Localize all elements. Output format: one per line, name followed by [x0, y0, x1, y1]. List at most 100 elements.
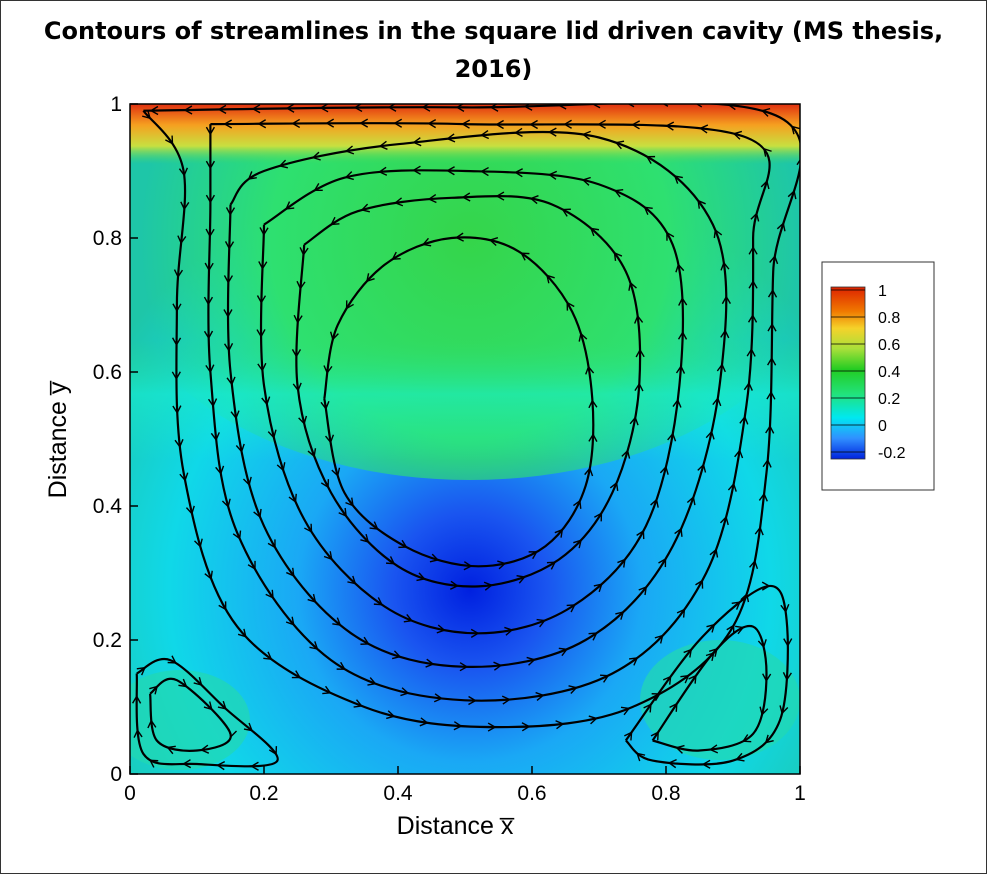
- streamline-arrow: [548, 127, 557, 137]
- x-tick-label: 0.2: [249, 782, 278, 805]
- streamline-arrow: [762, 673, 772, 682]
- streamline-corner-bl-outer: [135, 657, 279, 768]
- streamline-arrow: [634, 383, 644, 392]
- streamline-arrow: [588, 400, 598, 409]
- streamline-arrow: [566, 301, 575, 311]
- streamline-arrow: [459, 662, 468, 672]
- streamline-arrow: [578, 333, 588, 342]
- streamline-arrow: [546, 274, 555, 284]
- streamline-arrow: [292, 382, 302, 391]
- streamline-arrow: [322, 685, 331, 695]
- streamline-arrow: [516, 574, 526, 584]
- streamline-arrow: [276, 462, 286, 471]
- streamline-corner-br-inner: [651, 624, 768, 752]
- streamline-arrow: [573, 500, 582, 509]
- streamline-arrow: [205, 194, 216, 203]
- streamline-arrow: [521, 722, 530, 732]
- streamline-arrow: [205, 364, 215, 373]
- y-tick-label: 0: [110, 763, 122, 786]
- streamline-arrow: [759, 706, 769, 715]
- streamline-arrow: [288, 493, 297, 503]
- streamline-arrow: [403, 613, 413, 623]
- streamline-arrow: [558, 647, 568, 657]
- streamline-arrow: [416, 572, 425, 582]
- streamline-arrow: [733, 130, 743, 140]
- streamline-arrow: [184, 105, 193, 115]
- streamline-arrow: [501, 695, 510, 705]
- streamline-arrow: [758, 493, 768, 502]
- streamline-arrow: [750, 213, 760, 222]
- streamline-arrow: [422, 104, 431, 112]
- streamline-arrow: [433, 693, 443, 703]
- colorbar-level-label: 0.8: [878, 310, 900, 327]
- streamline-arrow: [298, 415, 308, 425]
- streamline-arrow: [646, 155, 656, 164]
- streamline-arrow: [762, 459, 772, 468]
- streamline-arrow: [617, 558, 626, 568]
- streamline-arrow: [629, 417, 639, 426]
- streamline-arrow: [593, 583, 603, 593]
- streamline-arrow: [796, 157, 800, 166]
- streamline-arrow: [232, 530, 242, 540]
- streamline-arrow: [546, 561, 556, 570]
- streamline-arrow: [761, 581, 770, 591]
- streamline-arrow: [268, 746, 278, 755]
- streamline-arrow: [767, 323, 777, 332]
- streamline-arrow: [193, 677, 203, 686]
- streamline-arrow: [767, 289, 778, 298]
- streamline-arrow: [676, 744, 685, 754]
- streamline-arrow: [582, 176, 591, 186]
- streamline-arrow: [429, 553, 439, 563]
- streamline-arrow: [530, 195, 539, 205]
- streamline-arrow: [453, 721, 462, 731]
- streamline-arrow: [568, 685, 577, 695]
- streamline-arrow: [263, 651, 272, 660]
- streamline-arrow: [650, 731, 659, 741]
- streamline-arrow: [256, 329, 266, 337]
- streamline-arrow: [258, 119, 267, 129]
- streamline-arrow: [171, 337, 182, 346]
- streamline-arrow: [204, 262, 214, 271]
- streamline-arrow: [700, 124, 709, 134]
- streamline-arrow: [259, 227, 269, 235]
- streamline-arrow: [782, 672, 792, 680]
- streamline-arrow: [379, 140, 388, 150]
- streamline-arrow: [688, 674, 697, 684]
- streamline-arrow: [739, 416, 749, 425]
- streamline-arrow: [320, 400, 330, 410]
- streamline-arrow: [373, 597, 383, 606]
- streamline-arrow: [242, 476, 252, 486]
- streamline-arrow: [361, 203, 371, 213]
- streamline-arrow: [708, 648, 718, 657]
- streamline-arrow: [635, 349, 645, 358]
- streamline-arrow: [654, 634, 664, 644]
- streamlines-layer: [131, 104, 800, 771]
- streamline-arrow: [291, 670, 301, 679]
- streamline-arrow: [615, 611, 624, 620]
- streamline-arrow: [748, 246, 758, 255]
- streamline-arrow: [136, 667, 146, 676]
- streamline-arrow: [746, 348, 756, 357]
- streamline-arrow: [765, 734, 774, 744]
- streamline-arrow: [624, 731, 633, 741]
- streamline-arrow: [743, 382, 753, 391]
- streamline-arrow: [761, 107, 771, 117]
- streamline-arrow: [345, 171, 354, 181]
- streamline-arrow: [217, 760, 226, 771]
- streamline-arrow: [149, 759, 159, 768]
- streamline-arrow: [636, 530, 645, 540]
- streamline-arrow: [447, 133, 456, 143]
- streamline-arrow: [304, 523, 313, 533]
- streamline-arrow: [757, 639, 767, 648]
- streamline-arrow: [223, 275, 234, 283]
- streamline-arrow: [360, 533, 369, 543]
- streamline-arrow: [598, 119, 606, 129]
- streamline-arrow: [686, 496, 696, 506]
- y-axis-label: Distance y̅: [44, 380, 72, 498]
- streamline-arrow: [425, 658, 434, 668]
- streamline-arrow: [643, 703, 652, 713]
- streamline-arrow: [253, 508, 262, 518]
- streamline-arrow: [314, 183, 323, 192]
- streamline-arrow: [658, 558, 667, 568]
